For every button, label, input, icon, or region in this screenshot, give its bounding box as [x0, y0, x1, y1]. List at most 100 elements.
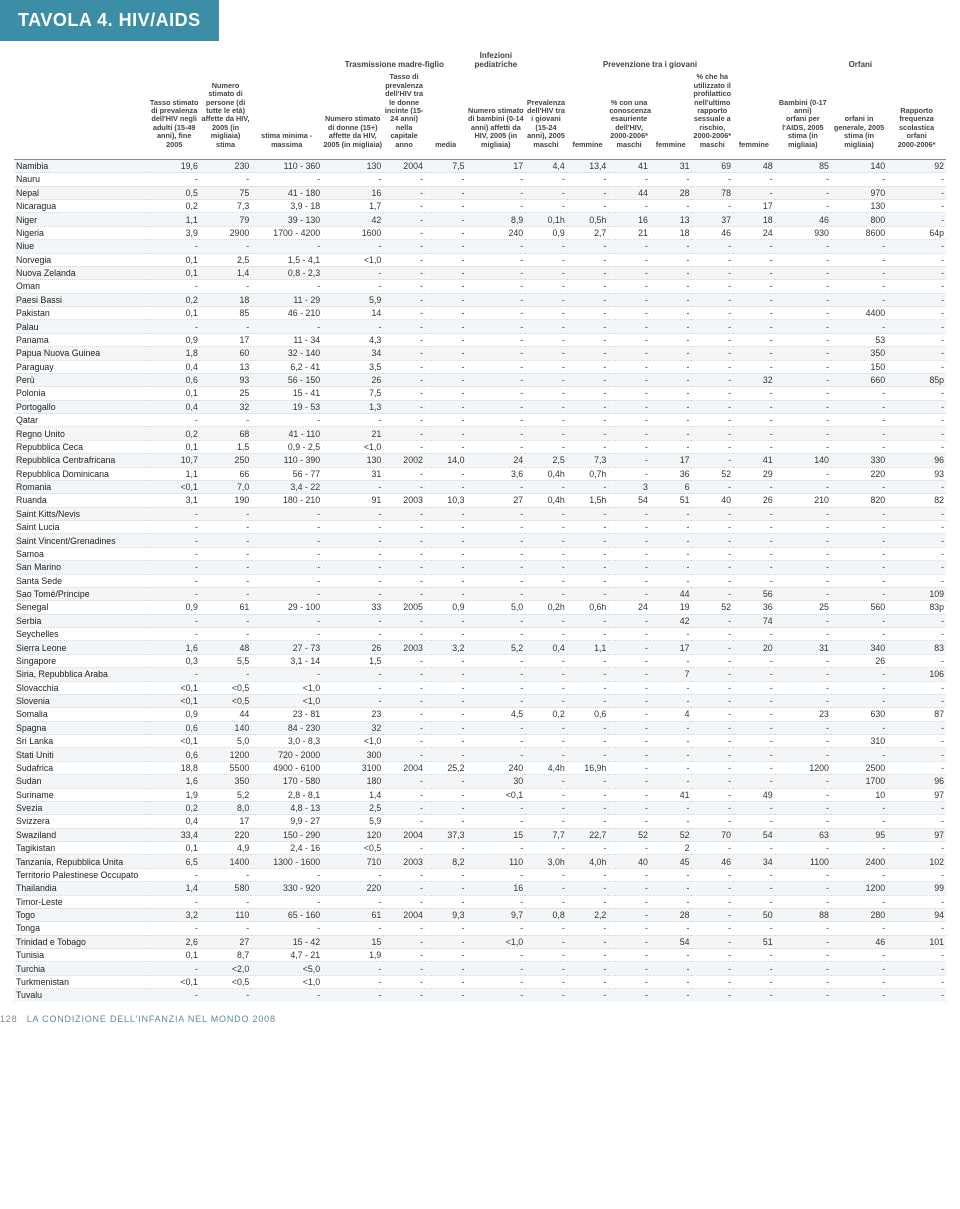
data-cell: -: [466, 280, 525, 293]
data-cell: -: [567, 307, 609, 320]
data-cell: 32: [200, 400, 251, 413]
country-cell: Sierra Leone: [14, 641, 149, 654]
data-cell: -: [425, 895, 467, 908]
data-cell: -: [251, 414, 322, 427]
data-cell: -: [466, 962, 525, 975]
data-cell: -: [525, 534, 567, 547]
data-cell: -: [383, 414, 425, 427]
data-cell: -: [691, 173, 733, 186]
data-cell: 18: [733, 213, 775, 226]
data-cell: 41: [608, 159, 650, 172]
data-cell: -: [691, 628, 733, 641]
data-cell: -: [466, 587, 525, 600]
data-cell: -: [887, 200, 946, 213]
data-cell: 1,4: [322, 788, 383, 801]
data-cell: -: [887, 561, 946, 574]
data-cell: -: [383, 507, 425, 520]
data-cell: -: [887, 186, 946, 199]
country-cell: Nicaragua: [14, 200, 149, 213]
data-cell: 1,1: [149, 467, 200, 480]
data-cell: -: [567, 681, 609, 694]
table-row: Saint Kitts/Nevis----------------: [14, 507, 946, 520]
data-cell: 0,4: [149, 360, 200, 373]
data-cell: 2003: [383, 494, 425, 507]
data-cell: -: [466, 240, 525, 253]
data-cell: 109: [887, 587, 946, 600]
data-cell: 3100: [322, 761, 383, 774]
table-row: Niger1,17939 - 13042--8,90,1h0,5h1613371…: [14, 213, 946, 226]
data-cell: -: [466, 735, 525, 748]
data-cell: -: [525, 694, 567, 707]
data-cell: -: [466, 333, 525, 346]
data-cell: 0,2: [149, 200, 200, 213]
data-cell: -: [733, 186, 775, 199]
data-cell: 23: [775, 708, 831, 721]
data-cell: -: [567, 320, 609, 333]
data-cell: 54: [733, 828, 775, 841]
data-cell: -: [425, 815, 467, 828]
data-cell: -: [466, 989, 525, 1002]
table-row: Nauru----------------: [14, 173, 946, 186]
data-cell: 19 - 53: [251, 400, 322, 413]
country-cell: Regno Unito: [14, 427, 149, 440]
data-cell: 41 - 180: [251, 186, 322, 199]
data-cell: -: [525, 868, 567, 881]
country-cell: Swaziland: [14, 828, 149, 841]
data-cell: 28: [650, 908, 692, 921]
data-cell: -: [322, 668, 383, 681]
country-cell: Svizzera: [14, 815, 149, 828]
table-row: Papua Nuova Guinea1,86032 - 14034-------…: [14, 347, 946, 360]
data-cell: -: [608, 521, 650, 534]
data-cell: -: [691, 801, 733, 814]
data-cell: 0,4: [525, 641, 567, 654]
data-cell: -: [775, 989, 831, 1002]
data-cell: -: [425, 989, 467, 1002]
data-cell: <1,0: [251, 681, 322, 694]
data-cell: -: [425, 775, 467, 788]
data-cell: 19,6: [149, 159, 200, 172]
data-cell: -: [608, 721, 650, 734]
data-cell: -: [251, 534, 322, 547]
data-cell: 46: [691, 226, 733, 239]
data-cell: 4,7 - 21: [251, 949, 322, 962]
data-cell: 41: [733, 454, 775, 467]
data-cell: -: [608, 895, 650, 908]
data-cell: -: [650, 534, 692, 547]
data-cell: 17: [466, 159, 525, 172]
data-cell: 24: [733, 226, 775, 239]
data-cell: -: [831, 293, 887, 306]
data-cell: 1,1: [567, 641, 609, 654]
data-cell: 75: [200, 186, 251, 199]
data-cell: -: [567, 654, 609, 667]
data-cell: -: [608, 507, 650, 520]
data-cell: -: [567, 735, 609, 748]
data-cell: -: [425, 467, 467, 480]
data-cell: -: [525, 173, 567, 186]
data-cell: <0,5: [200, 975, 251, 988]
data-cell: -: [775, 574, 831, 587]
data-cell: -: [567, 427, 609, 440]
country-cell: Tonga: [14, 922, 149, 935]
data-cell: -: [567, 280, 609, 293]
data-cell: -: [608, 587, 650, 600]
data-cell: -: [831, 387, 887, 400]
data-cell: 120: [322, 828, 383, 841]
data-cell: -: [733, 266, 775, 279]
data-cell: -: [251, 868, 322, 881]
data-cell: 0,1: [149, 949, 200, 962]
data-cell: -: [691, 614, 733, 627]
data-cell: -: [525, 427, 567, 440]
data-cell: 5,9: [322, 815, 383, 828]
data-cell: 3,6: [466, 467, 525, 480]
data-cell: -: [691, 414, 733, 427]
data-cell: -: [733, 320, 775, 333]
data-cell: -: [775, 842, 831, 855]
data-cell: 36: [650, 467, 692, 480]
data-cell: -: [887, 400, 946, 413]
data-cell: -: [466, 815, 525, 828]
data-cell: -: [322, 414, 383, 427]
data-cell: -: [733, 480, 775, 493]
data-cell: -: [691, 507, 733, 520]
data-cell: 87: [887, 708, 946, 721]
data-cell: -: [733, 775, 775, 788]
